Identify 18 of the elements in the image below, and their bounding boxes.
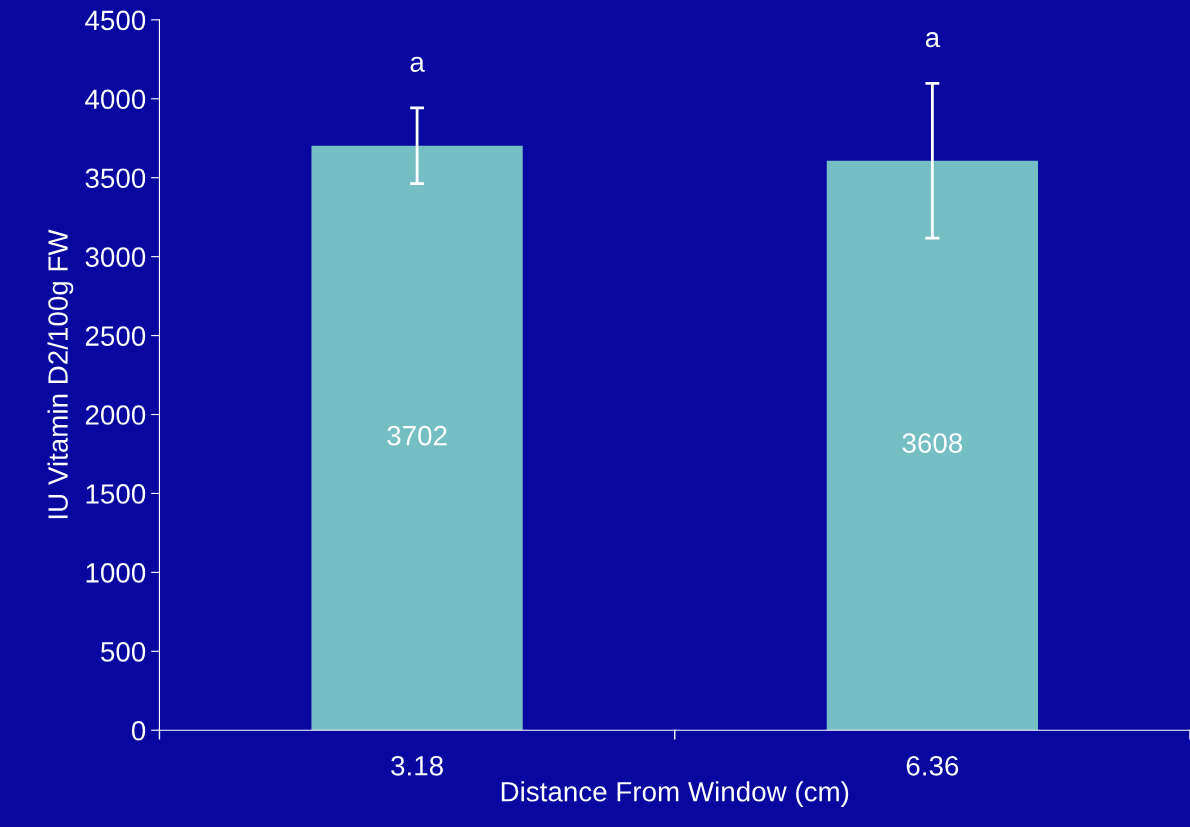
y-tick-label: 4000 (85, 89, 146, 110)
x-tick-label: 6.36 (906, 755, 959, 776)
y-tick-label: 2000 (85, 405, 146, 425)
x-tick-label: 3.18 (391, 755, 443, 776)
y-axis-title: IU Vitamin D2/100g FW (47, 229, 74, 519)
y-tick-label: 0 (131, 720, 146, 741)
y-tick-label: 2500 (85, 326, 146, 346)
y-tick-label: 3500 (85, 168, 146, 189)
annotation: a (410, 56, 425, 72)
y-tick-label: 500 (101, 641, 146, 662)
y-tick-label: 1000 (86, 563, 146, 583)
data-label: 3702 (387, 425, 447, 446)
x-axis-title: Distance From Window (cm) (501, 781, 849, 808)
y-tick-label: 3000 (85, 247, 146, 267)
data-label: 3608 (902, 433, 963, 453)
annotation: a (925, 32, 941, 48)
y-tick-label: 4500 (85, 10, 146, 31)
y-tick-label: 1500 (86, 484, 146, 504)
